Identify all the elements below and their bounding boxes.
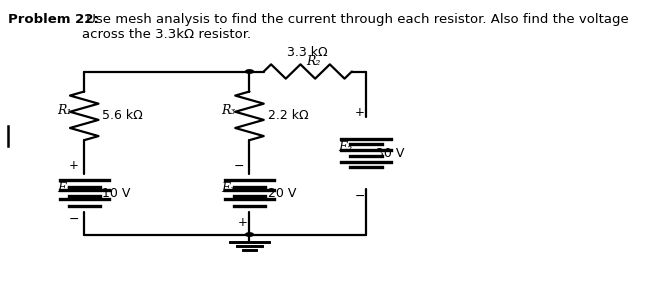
Text: 2.2 kΩ: 2.2 kΩ (268, 109, 308, 122)
Text: E₂: E₂ (338, 141, 352, 154)
Text: R₁: R₁ (57, 104, 71, 117)
Text: 10 V: 10 V (102, 186, 131, 200)
Circle shape (246, 233, 253, 236)
Text: R₃: R₃ (221, 104, 235, 117)
Text: E₁: E₁ (57, 182, 71, 195)
Text: −: − (69, 213, 79, 226)
Text: +: + (238, 216, 248, 229)
Text: −: − (234, 160, 244, 173)
Text: +: + (354, 106, 365, 119)
Text: 20 V: 20 V (268, 186, 296, 200)
Text: 3.3 kΩ: 3.3 kΩ (288, 46, 328, 59)
Text: R₂: R₂ (306, 55, 320, 68)
Text: 5.6 kΩ: 5.6 kΩ (102, 109, 143, 122)
Text: E₃: E₃ (221, 182, 235, 195)
Text: 30 V: 30 V (376, 146, 404, 160)
Text: +: + (69, 159, 79, 172)
Text: −: − (354, 190, 365, 203)
Text: Use mesh analysis to find the current through each resistor. Also find the volta: Use mesh analysis to find the current th… (82, 13, 629, 41)
Text: Problem 22:: Problem 22: (8, 13, 98, 26)
Circle shape (246, 70, 253, 73)
